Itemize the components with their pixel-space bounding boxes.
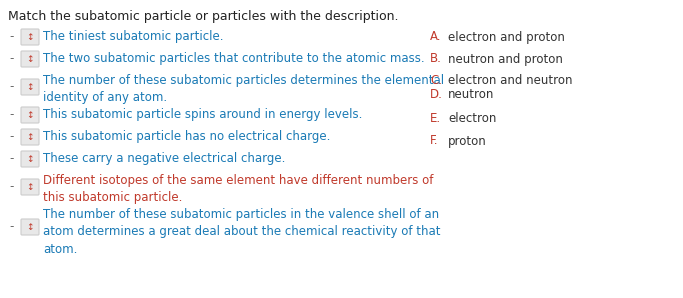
FancyBboxPatch shape	[21, 79, 39, 95]
Text: E.: E.	[430, 113, 441, 125]
Text: -: -	[10, 181, 14, 193]
FancyBboxPatch shape	[21, 151, 39, 167]
FancyBboxPatch shape	[21, 179, 39, 195]
Text: -: -	[10, 131, 14, 144]
Text: ↕: ↕	[26, 55, 33, 63]
FancyBboxPatch shape	[21, 29, 39, 45]
Text: The tiniest subatomic particle.: The tiniest subatomic particle.	[43, 30, 223, 43]
Text: electron and proton: electron and proton	[448, 30, 565, 44]
FancyBboxPatch shape	[21, 129, 39, 145]
Text: Different isotopes of the same element have different numbers of
this subatomic : Different isotopes of the same element h…	[43, 174, 434, 204]
Text: The number of these subatomic particles in the valence shell of an
atom determin: The number of these subatomic particles …	[43, 208, 441, 256]
Text: electron and neutron: electron and neutron	[448, 74, 572, 86]
Text: C.: C.	[430, 74, 442, 86]
Text: ↕: ↕	[26, 154, 33, 164]
Text: F.: F.	[430, 134, 438, 148]
Text: Match the subatomic particle or particles with the description.: Match the subatomic particle or particle…	[8, 10, 398, 23]
Text: ↕: ↕	[26, 182, 33, 192]
Text: These carry a negative electrical charge.: These carry a negative electrical charge…	[43, 152, 285, 165]
Text: neutron and proton: neutron and proton	[448, 52, 563, 66]
FancyBboxPatch shape	[21, 107, 39, 123]
Text: ↕: ↕	[26, 32, 33, 41]
Text: ↕: ↕	[26, 111, 33, 119]
Text: electron: electron	[448, 113, 497, 125]
Text: -: -	[10, 221, 14, 234]
Text: -: -	[10, 153, 14, 165]
Text: -: -	[10, 30, 14, 44]
Text: -: -	[10, 80, 14, 94]
Text: proton: proton	[448, 134, 487, 148]
Text: -: -	[10, 52, 14, 66]
Text: This subatomic particle has no electrical charge.: This subatomic particle has no electrica…	[43, 130, 331, 143]
Text: ↕: ↕	[26, 83, 33, 91]
Text: ↕: ↕	[26, 133, 33, 142]
Text: D.: D.	[430, 88, 443, 100]
Text: B.: B.	[430, 52, 442, 66]
Text: -: -	[10, 108, 14, 122]
Text: The number of these subatomic particles determines the elemental
identity of any: The number of these subatomic particles …	[43, 74, 444, 105]
Text: A.: A.	[430, 30, 441, 44]
Text: The two subatomic particles that contribute to the atomic mass.: The two subatomic particles that contrib…	[43, 52, 425, 65]
Text: ↕: ↕	[26, 223, 33, 232]
FancyBboxPatch shape	[21, 219, 39, 235]
FancyBboxPatch shape	[21, 51, 39, 67]
Text: This subatomic particle spins around in energy levels.: This subatomic particle spins around in …	[43, 108, 363, 121]
Text: neutron: neutron	[448, 88, 494, 100]
